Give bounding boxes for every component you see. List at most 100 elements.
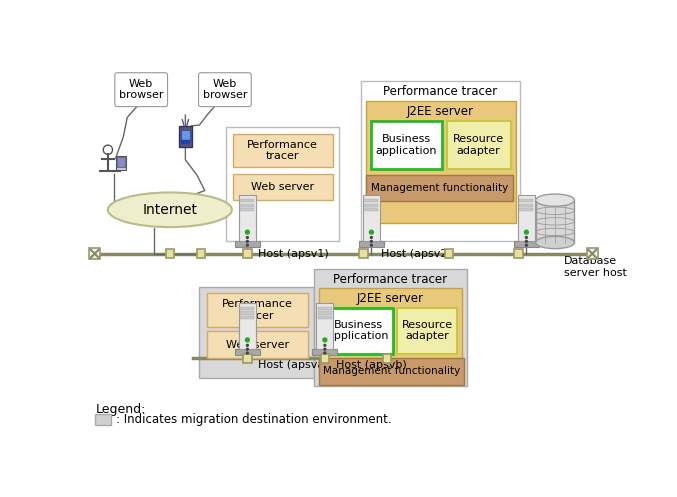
FancyBboxPatch shape — [243, 354, 252, 363]
Circle shape — [324, 344, 326, 346]
Circle shape — [324, 348, 326, 350]
Circle shape — [246, 230, 249, 234]
FancyBboxPatch shape — [447, 121, 511, 169]
FancyBboxPatch shape — [235, 242, 260, 247]
FancyBboxPatch shape — [240, 208, 255, 211]
Circle shape — [246, 241, 248, 242]
FancyBboxPatch shape — [370, 121, 442, 169]
Text: Web
browser: Web browser — [119, 79, 163, 100]
Text: Resource
adapter: Resource adapter — [453, 134, 504, 156]
Circle shape — [525, 230, 528, 234]
Text: Web server: Web server — [226, 339, 289, 349]
Circle shape — [370, 237, 372, 239]
FancyBboxPatch shape — [235, 349, 260, 354]
FancyBboxPatch shape — [519, 208, 533, 211]
FancyBboxPatch shape — [313, 349, 337, 354]
Text: Performance tracer: Performance tracer — [383, 85, 498, 98]
FancyBboxPatch shape — [319, 358, 464, 385]
FancyBboxPatch shape — [364, 204, 378, 207]
Text: Management functionality: Management functionality — [323, 366, 460, 377]
FancyBboxPatch shape — [318, 316, 332, 319]
Circle shape — [525, 237, 527, 239]
FancyBboxPatch shape — [366, 101, 515, 223]
Text: Host (apsvb): Host (apsvb) — [336, 360, 406, 370]
FancyBboxPatch shape — [362, 81, 520, 242]
FancyBboxPatch shape — [364, 199, 378, 202]
Text: Database
server host: Database server host — [563, 256, 626, 278]
Text: J2EE server: J2EE server — [407, 105, 474, 118]
Ellipse shape — [108, 192, 232, 227]
Text: Resource
adapter: Resource adapter — [401, 320, 453, 341]
Text: Host (apsv1): Host (apsv1) — [258, 249, 329, 259]
FancyBboxPatch shape — [314, 269, 466, 386]
Circle shape — [323, 338, 327, 342]
FancyBboxPatch shape — [166, 249, 174, 258]
Circle shape — [370, 241, 372, 242]
Circle shape — [246, 348, 248, 350]
FancyBboxPatch shape — [366, 175, 513, 201]
Circle shape — [246, 344, 248, 346]
FancyBboxPatch shape — [233, 134, 332, 167]
FancyBboxPatch shape — [515, 249, 523, 258]
FancyBboxPatch shape — [519, 199, 533, 202]
FancyBboxPatch shape — [89, 248, 100, 259]
FancyBboxPatch shape — [196, 249, 205, 258]
FancyBboxPatch shape — [207, 293, 308, 327]
FancyBboxPatch shape — [233, 173, 332, 200]
FancyBboxPatch shape — [240, 312, 255, 315]
Ellipse shape — [536, 237, 574, 248]
FancyBboxPatch shape — [359, 249, 368, 258]
Circle shape — [246, 245, 248, 246]
Text: Performance tracer: Performance tracer — [333, 272, 447, 286]
Text: Host (apsv2): Host (apsv2) — [380, 249, 452, 259]
Text: Management functionality: Management functionality — [371, 183, 508, 193]
Text: Host (apsva): Host (apsva) — [258, 360, 329, 370]
FancyBboxPatch shape — [587, 248, 598, 259]
FancyBboxPatch shape — [240, 307, 255, 310]
Circle shape — [370, 245, 372, 246]
FancyBboxPatch shape — [181, 140, 190, 144]
Text: Performance
tracer: Performance tracer — [222, 299, 293, 321]
FancyBboxPatch shape — [383, 354, 391, 363]
Circle shape — [324, 352, 326, 354]
FancyBboxPatch shape — [316, 303, 333, 349]
Text: Legend:: Legend: — [95, 403, 146, 416]
FancyBboxPatch shape — [239, 195, 256, 242]
FancyBboxPatch shape — [318, 312, 332, 315]
FancyBboxPatch shape — [207, 331, 308, 358]
FancyBboxPatch shape — [199, 287, 314, 378]
FancyBboxPatch shape — [318, 307, 332, 310]
FancyBboxPatch shape — [319, 288, 462, 376]
FancyBboxPatch shape — [95, 414, 111, 424]
FancyBboxPatch shape — [226, 127, 338, 242]
FancyBboxPatch shape — [240, 204, 255, 207]
FancyBboxPatch shape — [179, 126, 192, 148]
FancyBboxPatch shape — [363, 195, 380, 242]
FancyBboxPatch shape — [321, 354, 329, 363]
FancyBboxPatch shape — [359, 242, 384, 247]
Text: Business
application: Business application — [376, 134, 437, 156]
FancyBboxPatch shape — [364, 208, 378, 211]
Text: Internet: Internet — [142, 203, 198, 217]
FancyBboxPatch shape — [243, 249, 252, 258]
FancyBboxPatch shape — [397, 308, 458, 354]
Circle shape — [246, 352, 248, 354]
Circle shape — [370, 230, 373, 234]
Circle shape — [525, 241, 527, 242]
FancyBboxPatch shape — [116, 156, 127, 170]
Text: Performance
tracer: Performance tracer — [247, 140, 318, 162]
FancyBboxPatch shape — [514, 242, 539, 247]
Circle shape — [246, 338, 249, 342]
Text: J2EE server: J2EE server — [357, 292, 424, 305]
Text: Web server: Web server — [250, 182, 314, 192]
FancyBboxPatch shape — [115, 73, 167, 107]
FancyBboxPatch shape — [117, 158, 125, 166]
FancyBboxPatch shape — [519, 204, 533, 207]
FancyBboxPatch shape — [239, 303, 256, 349]
Circle shape — [103, 145, 112, 155]
FancyBboxPatch shape — [324, 308, 393, 354]
FancyBboxPatch shape — [240, 199, 255, 202]
Ellipse shape — [536, 194, 574, 206]
FancyBboxPatch shape — [536, 200, 574, 243]
Circle shape — [525, 245, 527, 246]
